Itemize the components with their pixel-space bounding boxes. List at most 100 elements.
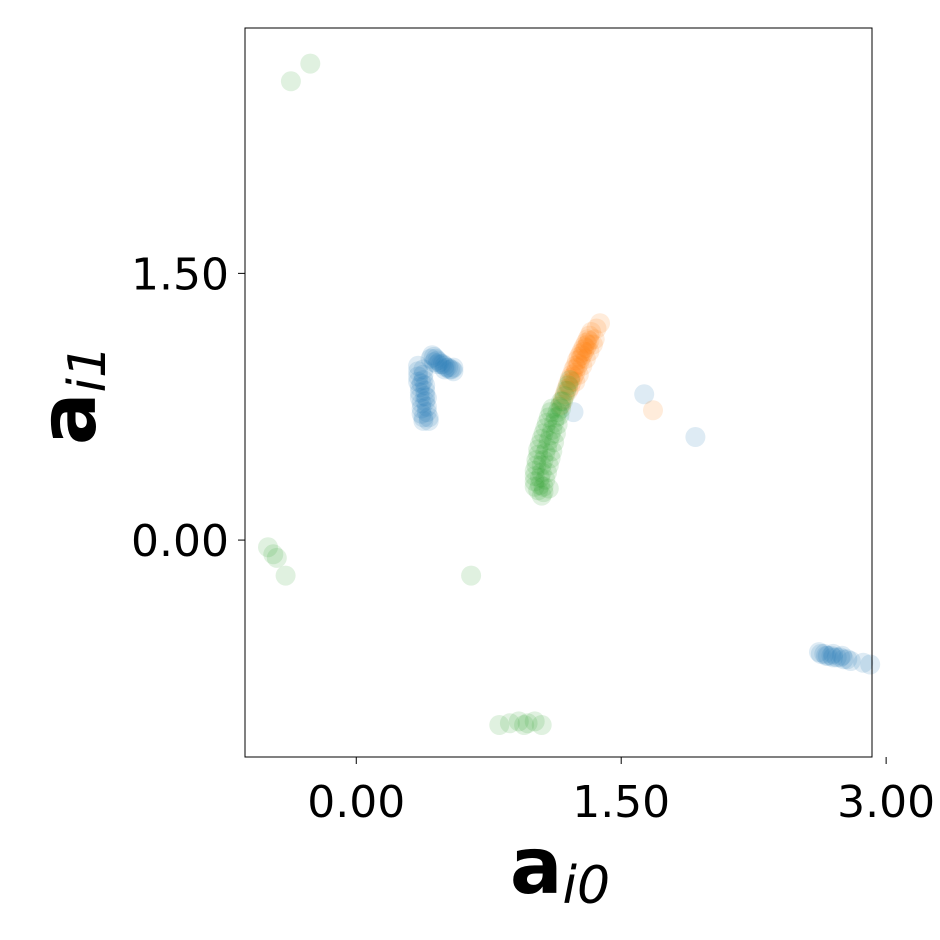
scatter-point-s1-37	[584, 329, 605, 350]
x-tick-label-1: 1.50	[572, 777, 670, 828]
scatter-point-s0-37	[441, 359, 462, 380]
scatter-point-s0-12	[413, 359, 434, 380]
scatter-point-s1-18	[558, 380, 579, 401]
scatter-point-s0-43	[563, 402, 584, 423]
scatter-point-s1-13	[574, 336, 595, 357]
x-axis-label-sub: i0	[563, 856, 611, 916]
scatter-point-s0-13	[413, 364, 434, 385]
scatter-point-s0-17	[415, 386, 436, 407]
scatter-point-s1-39	[590, 313, 610, 334]
scatter-point-s0-59	[832, 645, 852, 666]
x-axis-label: ai0	[510, 822, 610, 916]
scatter-point-s2-19	[531, 462, 552, 483]
scatter-point-s2-23	[537, 437, 557, 458]
y-axis-label-sub: i1	[58, 345, 118, 393]
scatter-point-s0-24	[416, 387, 437, 408]
scatter-point-s0-39	[424, 352, 444, 373]
scatter-point-s0-55	[833, 649, 854, 670]
scatter-point-s2-6	[528, 444, 549, 465]
scatter-point-s1-33	[572, 355, 593, 376]
scatter-point-s0-9	[411, 403, 432, 424]
scatter-point-s1-23	[567, 357, 587, 378]
scatter-point-s0-36	[439, 359, 460, 380]
scatter-point-s2-3	[524, 460, 545, 481]
scatter-point-s2-12	[537, 412, 557, 433]
scatter-point-s1-34	[575, 348, 596, 369]
scatter-point-s0-23	[411, 373, 432, 394]
scatter-point-s2-62	[524, 711, 545, 732]
scatter-point-s2-53	[266, 547, 287, 568]
scatter-point-s2-7	[528, 439, 549, 460]
scatter-point-s2-42	[551, 398, 572, 419]
scatter-point-s1-30	[579, 330, 600, 351]
scatter-point-s0-49	[816, 645, 837, 666]
plot-frame	[244, 27, 873, 758]
scatter-point-s1-0	[551, 394, 572, 415]
scatter-point-s2-60	[508, 711, 529, 732]
scatter-point-s0-3	[408, 371, 429, 392]
scatter-point-s0-16	[415, 380, 436, 401]
scatter-point-s2-37	[542, 441, 563, 462]
scatter-point-s0-15	[415, 375, 436, 396]
scatter-point-s1-16	[579, 325, 600, 346]
y-axis-label: ai1	[24, 345, 118, 445]
x-axis-ticks: 0.00 1.50 3.00	[307, 757, 935, 828]
scatter-point-s1-25	[570, 348, 591, 369]
scatter-point-s0-19	[416, 396, 437, 417]
scatter-point-s0-1	[408, 361, 429, 382]
scatter-point-s1-38	[586, 318, 607, 339]
scatter-point-s0-29	[427, 350, 448, 371]
scatter-point-s2-17	[530, 475, 550, 495]
scatter-point-s1-8	[565, 355, 586, 376]
scatter-point-s0-10	[413, 407, 434, 428]
scatter-point-s2-13	[538, 407, 559, 428]
scatter-point-s2-1	[524, 471, 545, 492]
scatter-point-s2-20	[531, 455, 552, 476]
scatter-point-s2-36	[540, 448, 561, 469]
scatter-point-s0-21	[418, 407, 439, 428]
scatter-point-s0-53	[826, 647, 847, 668]
scatter-point-s0-40	[427, 354, 448, 375]
scatter-point-s2-52	[263, 544, 284, 565]
scatter-point-s1-29	[577, 334, 598, 355]
x-tick-label-2: 3.00	[837, 777, 935, 828]
scatter-point-s1-36	[582, 334, 603, 355]
scatter-point-s0-56	[837, 649, 858, 670]
scatter-point-s0-54	[830, 647, 851, 668]
scatter-point-s1-20	[561, 371, 582, 392]
scatter-point-s2-54	[275, 565, 296, 586]
scatter-point-s1-32	[568, 364, 589, 385]
y-axis-label-main: a	[24, 392, 114, 445]
scatter-point-s1-35	[579, 341, 600, 362]
y-tick-label-0: 0.00	[131, 516, 229, 567]
scatter-point-s1-22	[565, 362, 586, 383]
scatter-point-s2-57	[461, 565, 482, 586]
scatter-point-s0-35	[438, 357, 459, 378]
y-tick-label-1: 1.50	[131, 249, 229, 300]
scatter-point-s0-47	[810, 643, 831, 664]
scatter-point-s0-52	[823, 647, 844, 668]
scatter-point-s0-31	[431, 354, 451, 375]
scatter-point-s0-45	[685, 427, 706, 447]
scatter-point-s2-41	[549, 405, 570, 426]
scatter-point-s2-11	[535, 418, 556, 439]
scatter-point-s0-6	[409, 387, 430, 408]
scatter-point-s2-40	[547, 414, 568, 435]
scatter-point-s1-9	[567, 350, 587, 371]
scatter-point-s0-50	[817, 645, 838, 666]
scatter-point-s0-58	[823, 643, 844, 664]
scatter-point-s2-51	[258, 537, 278, 558]
y-axis-ticks: 0.00 1.50	[131, 249, 245, 567]
scatter-point-s2-49	[538, 478, 559, 499]
scatter-point-s2-33	[535, 469, 556, 490]
scatter-point-s2-22	[535, 443, 556, 463]
scatter-point-s2-8	[530, 434, 550, 455]
scatter-point-s0-22	[418, 410, 439, 431]
scatter-point-s0-34	[436, 357, 457, 378]
scatter-point-s1-5	[560, 368, 580, 389]
scatter-point-s0-48	[814, 643, 835, 664]
scatter-point-s0-26	[422, 345, 443, 366]
scatter-point-s0-32	[432, 354, 453, 375]
scatter-point-s2-59	[499, 713, 520, 734]
